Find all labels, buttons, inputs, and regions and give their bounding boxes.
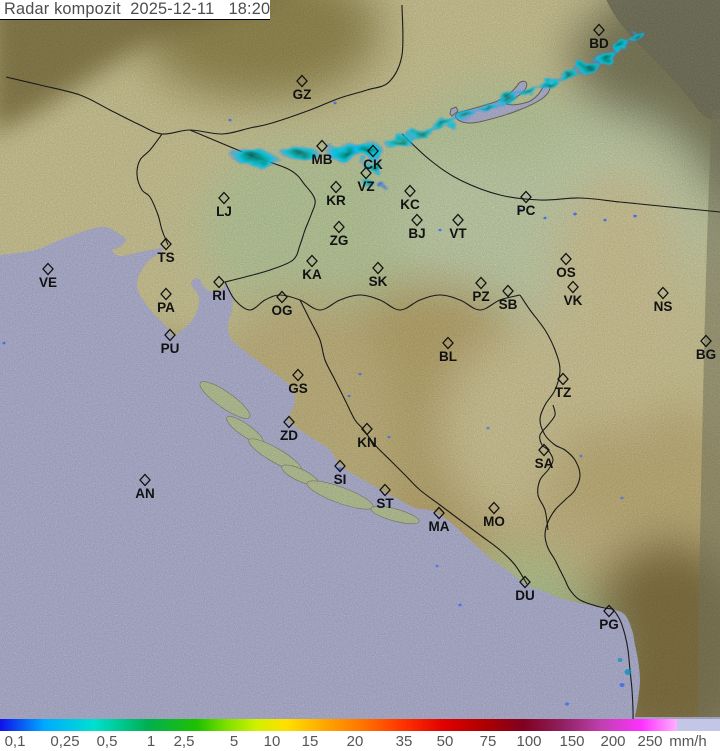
svg-text:AN: AN	[135, 486, 155, 501]
svg-text:BG: BG	[696, 347, 716, 362]
svg-text:ST: ST	[376, 496, 394, 511]
svg-text:KR: KR	[326, 193, 346, 208]
svg-text:NS: NS	[654, 299, 673, 314]
svg-text:SB: SB	[499, 297, 518, 312]
svg-text:SI: SI	[334, 472, 347, 487]
svg-text:MO: MO	[483, 514, 505, 529]
svg-text:BL: BL	[439, 349, 457, 364]
svg-text:VT: VT	[449, 226, 467, 241]
svg-text:RI: RI	[212, 288, 226, 303]
svg-text:PC: PC	[517, 203, 536, 218]
svg-text:OS: OS	[556, 265, 576, 280]
svg-text:GZ: GZ	[293, 87, 312, 102]
svg-text:OG: OG	[271, 303, 292, 318]
svg-text:PA: PA	[157, 300, 175, 315]
svg-text:ZG: ZG	[330, 233, 349, 248]
svg-text:CK: CK	[363, 157, 383, 172]
svg-text:LJ: LJ	[216, 204, 232, 219]
svg-text:GS: GS	[288, 381, 308, 396]
svg-text:VE: VE	[39, 275, 57, 290]
svg-text:SA: SA	[535, 456, 554, 471]
svg-text:VZ: VZ	[357, 179, 374, 194]
svg-text:PG: PG	[599, 617, 619, 632]
svg-text:BD: BD	[589, 36, 609, 51]
svg-text:SK: SK	[369, 274, 388, 289]
svg-text:MB: MB	[312, 152, 333, 167]
svg-text:PU: PU	[161, 341, 180, 356]
svg-text:KC: KC	[400, 197, 420, 212]
svg-text:KA: KA	[302, 267, 322, 282]
svg-text:KN: KN	[357, 435, 377, 450]
svg-text:PZ: PZ	[472, 289, 489, 304]
svg-text:ZD: ZD	[280, 428, 298, 443]
svg-text:DU: DU	[515, 588, 535, 603]
svg-text:TS: TS	[157, 250, 174, 265]
svg-text:MA: MA	[429, 519, 450, 534]
svg-text:VK: VK	[564, 293, 583, 308]
svg-text:TZ: TZ	[555, 385, 572, 400]
svg-text:BJ: BJ	[408, 226, 425, 241]
